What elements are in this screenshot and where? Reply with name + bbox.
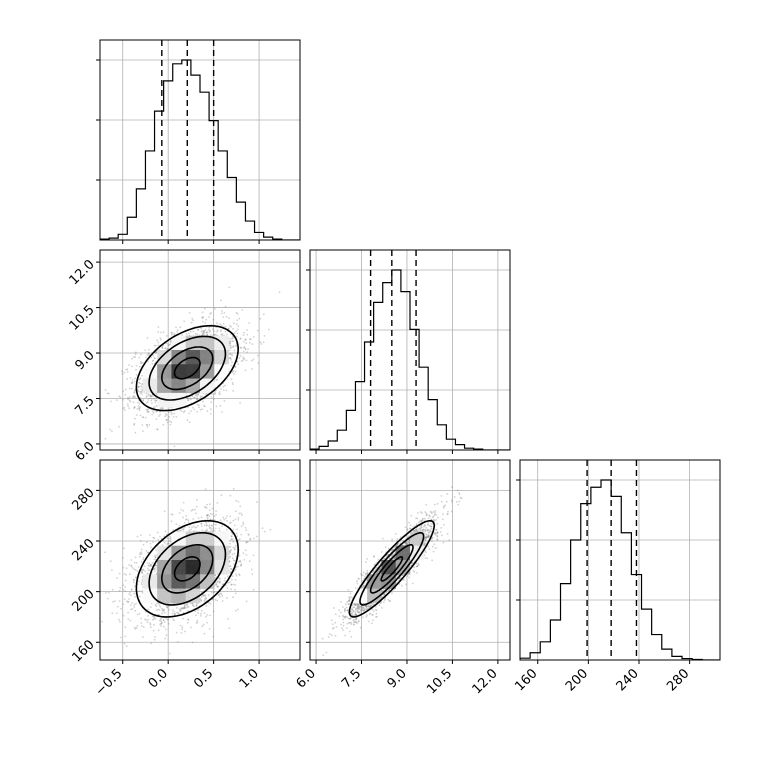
x-tick-label: 200 — [563, 666, 591, 694]
contour-4 — [348, 520, 435, 618]
x-tick-label: 1.0 — [237, 666, 262, 691]
x-tick-label: 7.5 — [339, 666, 364, 691]
contour-3 — [148, 335, 227, 401]
density-cell — [171, 378, 187, 394]
x-tick-label: 0.0 — [146, 666, 171, 691]
histogram-panel-2: 160 200 240 280 — [512, 459, 721, 694]
y-tick-label: 240 — [69, 536, 97, 564]
density-cell — [171, 574, 187, 589]
scatter-content — [104, 286, 281, 447]
y-tick-label: 200 — [69, 587, 97, 615]
density-cell — [200, 531, 215, 547]
density-cell — [214, 560, 229, 575]
axes-frame — [519, 459, 721, 661]
density-cell — [200, 545, 215, 561]
density-cell — [185, 560, 201, 575]
histogram-panel-0 — [96, 39, 301, 244]
y-tick-label: 7.5 — [72, 394, 97, 419]
density-cell — [185, 588, 201, 604]
density-cell — [142, 574, 158, 589]
y-tick-label: 12.0 — [67, 257, 98, 288]
contour-2 — [160, 346, 214, 391]
contour-1 — [380, 555, 404, 582]
y-tick-label: 160 — [69, 637, 97, 665]
scatter-content — [321, 486, 463, 657]
density-cell — [157, 574, 172, 589]
contour-2 — [160, 544, 214, 594]
histogram-panel-1 — [306, 249, 511, 454]
axes-frame — [99, 459, 301, 661]
x-tick-label: 280 — [664, 666, 692, 694]
x-tick-label: 160 — [512, 666, 540, 694]
density-cell — [214, 364, 229, 379]
x-tick-label: 12.0 — [470, 666, 501, 697]
scatter-panel-1-2: 6.0 7.5 9.0 10.5 12.0 — [294, 459, 511, 697]
x-tick-label: 0.5 — [191, 666, 216, 691]
density-cell — [185, 364, 201, 379]
axes-frame — [99, 249, 301, 451]
contour-3 — [148, 532, 227, 606]
density-cell — [171, 560, 187, 575]
y-tick-label: 280 — [69, 485, 97, 513]
density-cell — [171, 588, 187, 604]
y-tick-label: 9.0 — [72, 348, 97, 373]
x-tick-label: 10.5 — [424, 666, 455, 697]
axes-frame — [309, 459, 511, 661]
scatter-content — [101, 488, 272, 655]
density-cell — [214, 531, 229, 547]
histogram-step — [310, 269, 510, 450]
density-cell — [157, 545, 172, 561]
density-cell — [171, 364, 187, 379]
axes-frame — [309, 249, 511, 451]
contour-2 — [369, 544, 414, 594]
density-cell — [157, 588, 172, 604]
contour-1 — [173, 555, 201, 582]
density-shading — [142, 531, 229, 604]
x-tick-label: −0.5 — [93, 666, 126, 699]
scatter-panel-0-1: 6.0 7.5 9.0 10.5 12.0 — [67, 249, 301, 464]
density-cell — [157, 364, 172, 379]
y-tick-label: 6.0 — [72, 439, 97, 464]
scatter-panel-0-2: −0.5 0.0 0.5 1.0 160 200 240 280 — [69, 459, 301, 699]
density-cell — [200, 560, 215, 575]
histogram-step — [520, 479, 720, 660]
axes-frame — [99, 39, 301, 241]
density-cell — [157, 350, 172, 365]
x-tick-label: 6.0 — [294, 666, 319, 691]
density-cell — [200, 335, 215, 351]
y-tick-label: 10.5 — [67, 303, 98, 334]
density-cell — [214, 350, 229, 365]
x-tick-label: 9.0 — [385, 666, 410, 691]
histogram-step — [100, 59, 300, 240]
contour-4 — [135, 520, 240, 618]
density-cell — [142, 588, 158, 604]
contour-1 — [173, 356, 201, 380]
contour-4 — [135, 325, 240, 412]
density-cell — [214, 545, 229, 561]
density-cell — [171, 392, 187, 408]
x-tick-label: 240 — [614, 666, 642, 694]
contour-3 — [359, 532, 425, 606]
